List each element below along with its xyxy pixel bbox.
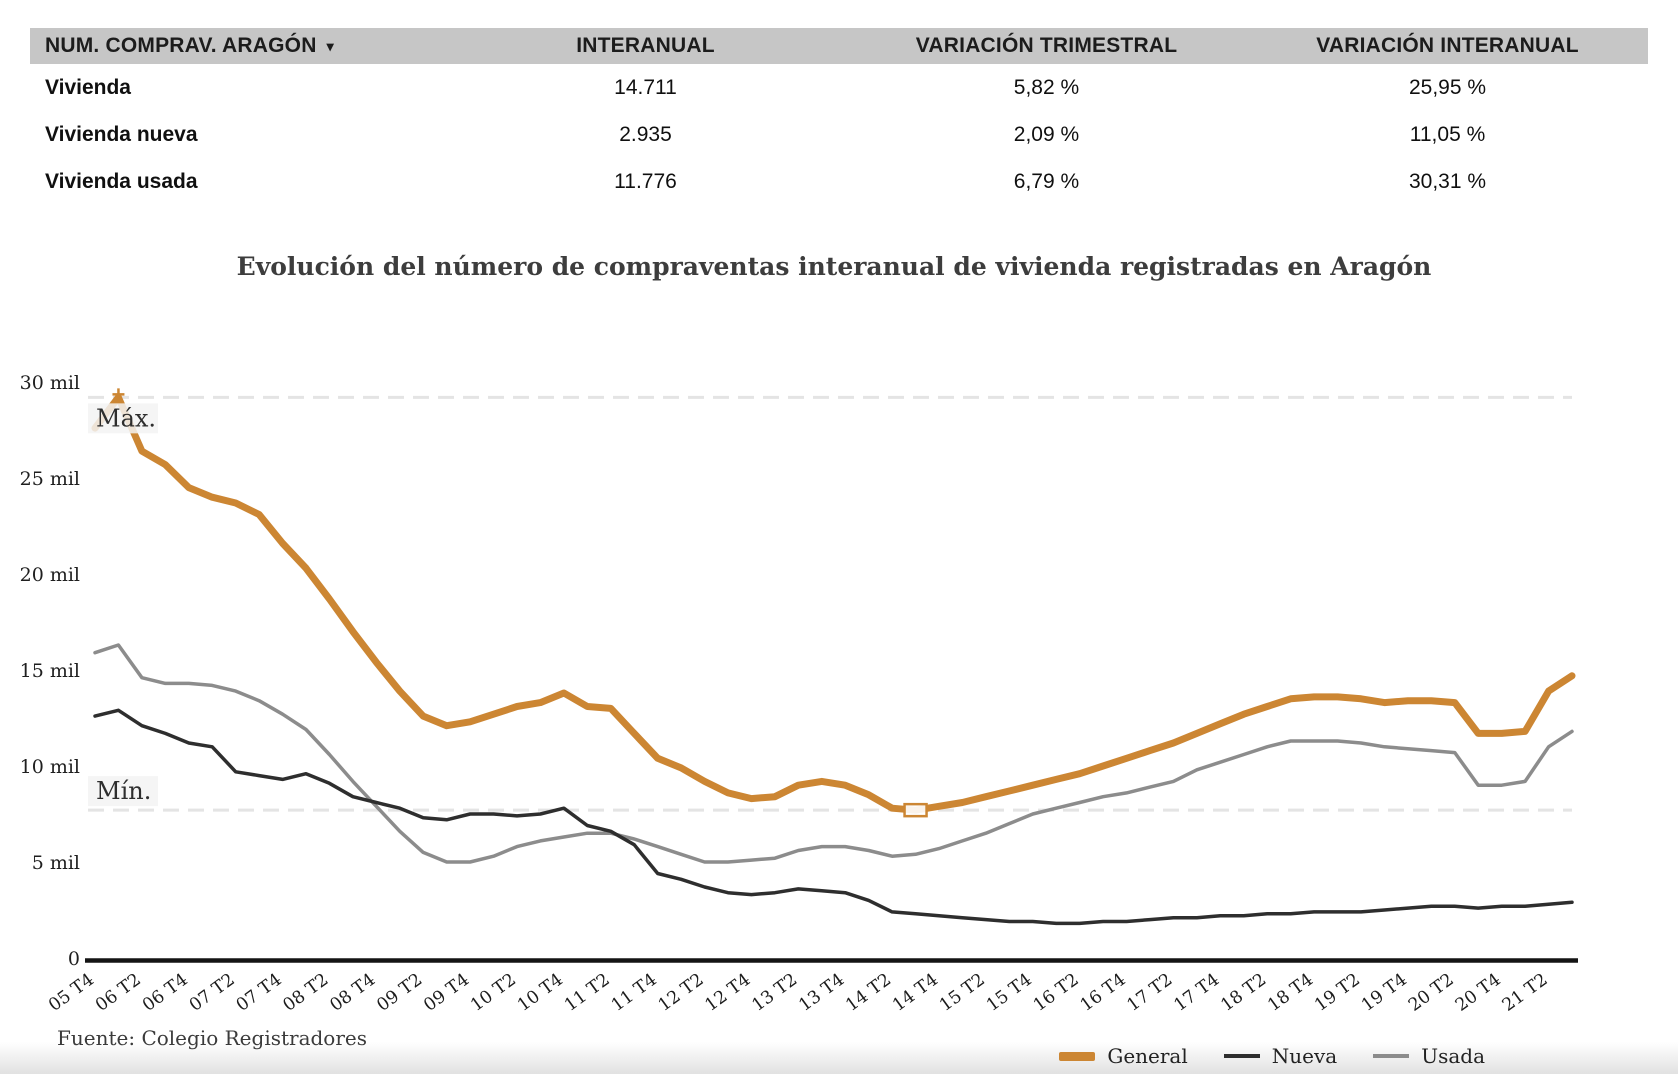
x-tick-label: 10 T4: [514, 970, 567, 1016]
legend-item-general[interactable]: General: [1059, 1044, 1188, 1068]
y-tick-label: 25 mil: [20, 468, 80, 490]
cell-var-interanual: 30,31 %: [1408, 169, 1487, 193]
min-label: Mín.: [96, 777, 151, 805]
y-tick-label: 0: [68, 948, 80, 970]
x-tick-label: 11 T4: [608, 970, 661, 1016]
y-tick-label: 20 mil: [20, 564, 80, 586]
chart-legend: General Nueva Usada: [1059, 1044, 1485, 1068]
legend-swatch-usada: [1373, 1054, 1410, 1058]
row-label: Vivienda: [45, 75, 131, 99]
bottom-gradient-band: [0, 1042, 1678, 1074]
x-tick-label: 08 T2: [280, 970, 333, 1016]
series-line-usada: [93, 643, 1574, 864]
y-tick-label: 10 mil: [20, 756, 80, 778]
legend-swatch-general: [1059, 1051, 1096, 1061]
max-box: [88, 403, 158, 434]
max-label: Máx.: [96, 404, 156, 432]
series-line-general: [91, 393, 1576, 814]
table-row: Vivienda usada 11.776 6,79 % 30,31 %: [30, 158, 1648, 205]
x-tick-label: 06 T2: [92, 970, 145, 1016]
col-header-var-trimestral: VARIACIÓN TRIMESTRAL: [915, 34, 1178, 57]
x-tick-label: 16 T2: [1030, 970, 1083, 1016]
x-tick-label: 18 T2: [1217, 970, 1270, 1016]
x-tick-label: 07 T4: [233, 970, 286, 1016]
x-tick-label: 19 T2: [1311, 970, 1364, 1016]
legend-label: General: [1107, 1044, 1188, 1068]
y-tick-label: 30 mil: [20, 372, 80, 394]
x-tick-label: 09 T2: [373, 970, 426, 1016]
min-marker-icon: [903, 802, 928, 818]
caret-down-icon: ▾: [326, 37, 334, 54]
x-tick-label: 20 T2: [1405, 970, 1458, 1016]
cell-var-trimestral: 2,09 %: [1013, 122, 1080, 146]
cell-interanual: 11.776: [614, 169, 677, 193]
y-tick-label: 15 mil: [20, 660, 80, 682]
x-tick-label: 20 T4: [1452, 970, 1505, 1016]
col-header-var-interanual: VARIACIÓN INTERANUAL: [1316, 34, 1579, 57]
table-header-row: NUM. COMPRAV. ARAGÓN ▾ INTERANUAL VARIAC…: [30, 28, 1648, 64]
x-tick-label: 08 T4: [327, 970, 380, 1016]
x-tick-label: 17 T4: [1171, 970, 1224, 1016]
cell-interanual: 2.935: [619, 122, 672, 146]
summary-table: NUM. COMPRAV. ARAGÓN ▾ INTERANUAL VARIAC…: [30, 28, 1648, 205]
x-tick-label: 21 T2: [1499, 970, 1552, 1016]
y-tick-label: 5 mil: [32, 852, 80, 874]
table-title: NUM. COMPRAV. ARAGÓN: [45, 34, 317, 57]
legend-swatch-nueva: [1223, 1054, 1260, 1058]
x-tick-label: 15 T4: [983, 970, 1036, 1016]
x-tick-label: 10 T2: [467, 970, 520, 1016]
x-tick-label: 19 T4: [1358, 970, 1411, 1016]
x-tick-label: 16 T4: [1077, 970, 1130, 1016]
source-note: Fuente: Colegio Registradores: [57, 1026, 367, 1050]
legend-item-usada[interactable]: Usada: [1373, 1044, 1485, 1068]
cell-var-interanual: 11,05 %: [1409, 122, 1486, 146]
x-tick-label: 14 T2: [842, 970, 895, 1016]
x-tick-label: 18 T4: [1264, 970, 1317, 1016]
table-row: Vivienda 14.711 5,82 % 25,95 %: [30, 64, 1648, 111]
row-label: Vivienda nueva: [45, 122, 198, 146]
table-row: Vivienda nueva 2.935 2,09 % 11,05 %: [30, 111, 1648, 158]
x-tick-label: 17 T2: [1124, 970, 1177, 1016]
legend-label: Nueva: [1271, 1044, 1338, 1068]
x-tick-label: 15 T2: [936, 970, 989, 1016]
min-box: [88, 776, 158, 807]
x-tick-label: 12 T4: [702, 970, 755, 1016]
x-tick-label: 05 T4: [45, 970, 98, 1016]
legend-label: Usada: [1421, 1044, 1485, 1068]
cell-var-interanual: 25,95 %: [1408, 75, 1487, 99]
chart-title: Evolución del número de compraventas int…: [236, 252, 1432, 281]
x-tick-label: 14 T4: [889, 970, 942, 1016]
x-tick-label: 11 T2: [561, 970, 614, 1016]
x-tick-label: 09 T4: [420, 970, 473, 1016]
cell-interanual: 14.711: [614, 75, 677, 99]
x-tick-label: 13 T4: [795, 970, 848, 1016]
series-line-nueva: [93, 708, 1574, 926]
col-header-interanual: INTERANUAL: [576, 34, 715, 57]
x-tick-label: 07 T2: [186, 970, 239, 1016]
cell-var-trimestral: 6,79 %: [1013, 169, 1080, 193]
x-tick-label: 06 T4: [139, 970, 192, 1016]
legend-item-nueva[interactable]: Nueva: [1223, 1044, 1338, 1068]
x-tick-label: 12 T2: [655, 970, 708, 1016]
cell-var-trimestral: 5,82 %: [1013, 75, 1080, 99]
x-tick-label: 13 T2: [749, 970, 802, 1016]
row-label: Vivienda usada: [45, 169, 198, 193]
table-title-sort-control[interactable]: NUM. COMPRAV. ARAGÓN ▾: [30, 34, 445, 58]
